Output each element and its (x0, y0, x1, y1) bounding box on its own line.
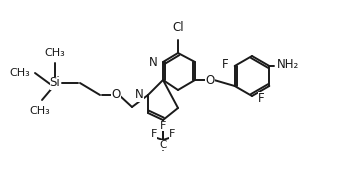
Text: F: F (258, 92, 265, 105)
Text: N: N (135, 89, 144, 101)
Text: CH₃: CH₃ (45, 48, 65, 58)
Text: N: N (149, 56, 158, 69)
Text: CH₃: CH₃ (9, 68, 30, 78)
Text: F: F (169, 129, 175, 139)
Text: CH₃: CH₃ (29, 106, 50, 116)
Text: F: F (160, 121, 166, 131)
Text: O: O (111, 89, 121, 101)
Text: Si: Si (50, 77, 60, 89)
Text: Cl: Cl (172, 21, 184, 34)
Text: O: O (205, 73, 215, 86)
Text: C: C (159, 140, 167, 150)
Text: F: F (222, 57, 229, 70)
Text: F: F (151, 129, 157, 139)
Text: NH₂: NH₂ (277, 57, 299, 70)
